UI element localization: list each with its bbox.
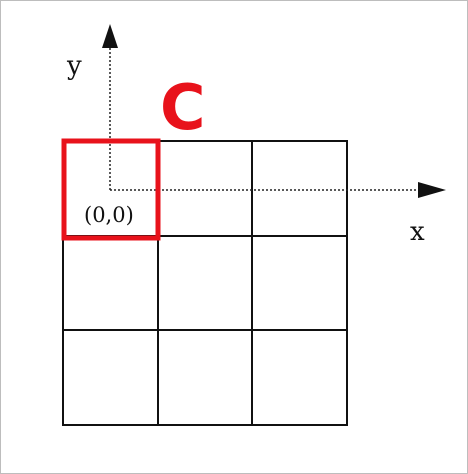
origin-label: (0,0)	[84, 203, 134, 227]
x-axis-arrow-icon	[418, 182, 446, 198]
highlighted-cell	[61, 138, 161, 241]
y-axis-arrow-icon	[102, 24, 118, 48]
corner-letter-label: C	[160, 71, 206, 144]
grid-outline	[62, 140, 348, 426]
y-axis-label: y	[66, 51, 82, 81]
grid	[62, 140, 348, 426]
axes	[102, 24, 446, 198]
x-axis-label: x	[410, 217, 425, 247]
